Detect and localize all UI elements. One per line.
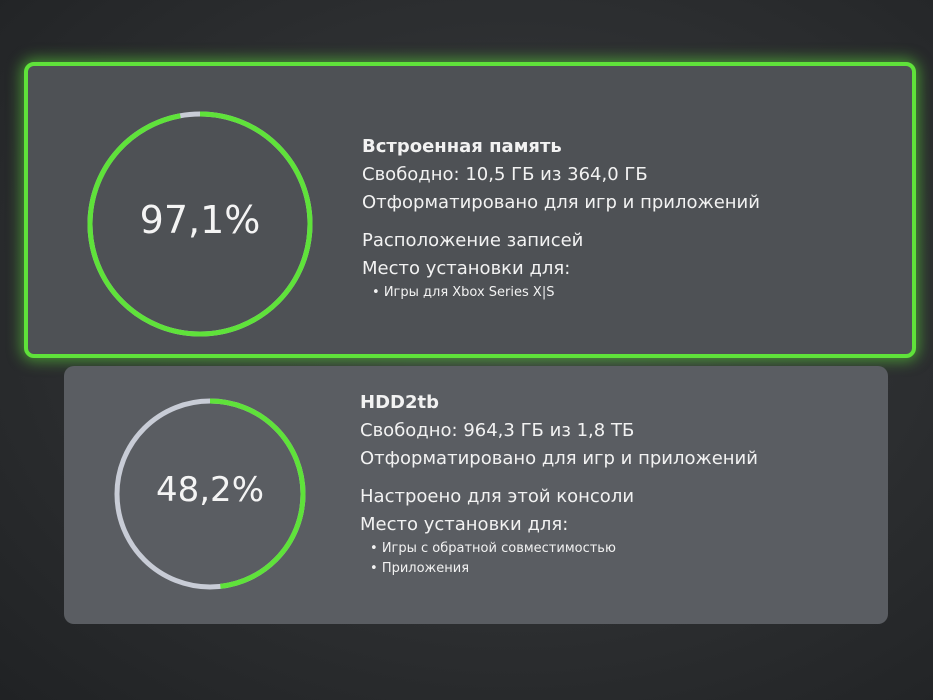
- install-item: • Приложения: [370, 561, 470, 576]
- ring-used-arc: [87, 111, 313, 337]
- install-item-text: Игры с обратной совместимостью: [381, 541, 616, 556]
- drive-card-internal[interactable]: 97,1% Встроенная память Свободно: 10,5 Г…: [24, 62, 916, 358]
- install-item-text: Игры для Xbox Series X|S: [383, 285, 555, 300]
- usage-ring: 48,2%: [112, 396, 308, 592]
- usage-ring: 97,1%: [84, 108, 316, 340]
- format-status: Отформатировано для игр и приложений: [362, 192, 760, 213]
- ring-used-arc: [114, 398, 306, 590]
- format-status: Отформатировано для игр и приложений: [360, 448, 758, 469]
- usage-percent: 97,1%: [139, 198, 261, 242]
- drive-name: HDD2tb: [360, 392, 439, 413]
- drive-card-hdd2tb[interactable]: 48,2% HDD2tb Свободно: 964,3 ГБ из 1,8 Т…: [64, 366, 888, 624]
- drive-name: Встроенная память: [362, 136, 562, 157]
- install-location-label: Место установки для:: [360, 514, 569, 535]
- console-config: Настроено для этой консоли: [360, 486, 635, 507]
- usage-percent: 48,2%: [155, 470, 264, 510]
- free-space: Свободно: 964,3 ГБ из 1,8 ТБ: [360, 420, 635, 441]
- install-item: • Игры для Xbox Series X|S: [372, 285, 555, 300]
- usage-ring-svg: [87, 111, 313, 337]
- usage-ring-svg: [114, 398, 306, 590]
- install-item: • Игры с обратной совместимостью: [370, 541, 616, 556]
- install-item-text: Приложения: [381, 561, 470, 576]
- capture-location: Расположение записей: [362, 230, 584, 251]
- free-space: Свободно: 10,5 ГБ из 364,0 ГБ: [362, 164, 648, 185]
- install-location-label: Место установки для:: [362, 258, 571, 279]
